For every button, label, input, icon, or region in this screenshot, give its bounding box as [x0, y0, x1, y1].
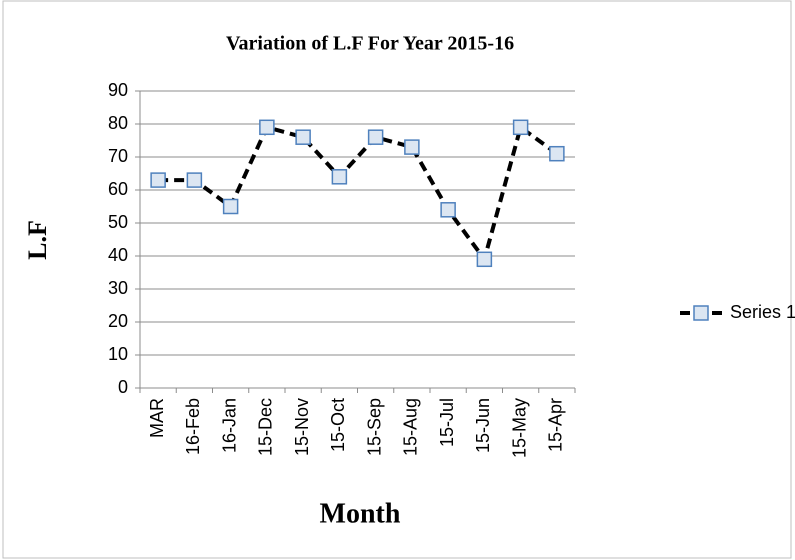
y-tick-label: 40 — [108, 245, 128, 265]
chart-title: Variation of L.F For Year 2015-16 — [226, 33, 514, 55]
x-tick-label: 15-May — [509, 398, 529, 458]
data-point — [222, 198, 239, 215]
y-tick-label: 90 — [108, 80, 128, 100]
data-point — [404, 139, 420, 155]
data-point — [367, 129, 384, 145]
x-tick-label: 16-Feb — [183, 398, 203, 455]
legend-marker — [693, 305, 709, 321]
data-point — [295, 129, 311, 145]
y-tick-label: 80 — [108, 113, 128, 133]
y-tick-label: 20 — [108, 311, 128, 331]
x-tick-label: 15-Jul — [437, 398, 457, 447]
x-tick-label: 15-Apr — [546, 398, 566, 452]
y-tick-label: 70 — [108, 146, 128, 166]
y-tick-label: 30 — [108, 278, 128, 298]
legend-label: Series 1 — [730, 302, 795, 322]
x-tick-label: 15-Dec — [256, 398, 276, 456]
data-point — [512, 119, 529, 136]
data-point — [150, 172, 166, 188]
x-axis-title: Month — [320, 498, 401, 529]
data-point — [440, 202, 456, 218]
y-tick-label: 10 — [108, 344, 128, 364]
data-point — [476, 251, 493, 268]
data-point — [331, 169, 348, 185]
y-tick-label: 60 — [108, 179, 128, 199]
x-tick-label: 15-Sep — [364, 398, 384, 456]
data-point — [186, 172, 203, 188]
data-point — [259, 119, 275, 136]
x-tick-label: 16-Jan — [219, 398, 239, 453]
y-tick-label: 50 — [108, 212, 128, 232]
data-point — [549, 145, 565, 162]
y-axis-title: L.F — [23, 220, 52, 260]
x-tick-label: 15-Jun — [473, 398, 493, 453]
x-tick-label: 15-Nov — [292, 398, 312, 456]
x-tick-label: MAR — [147, 398, 167, 438]
x-tick-label: 15-Aug — [401, 398, 421, 456]
x-tick-label: 15-Oct — [328, 398, 348, 452]
y-tick-label: 0 — [118, 377, 128, 397]
